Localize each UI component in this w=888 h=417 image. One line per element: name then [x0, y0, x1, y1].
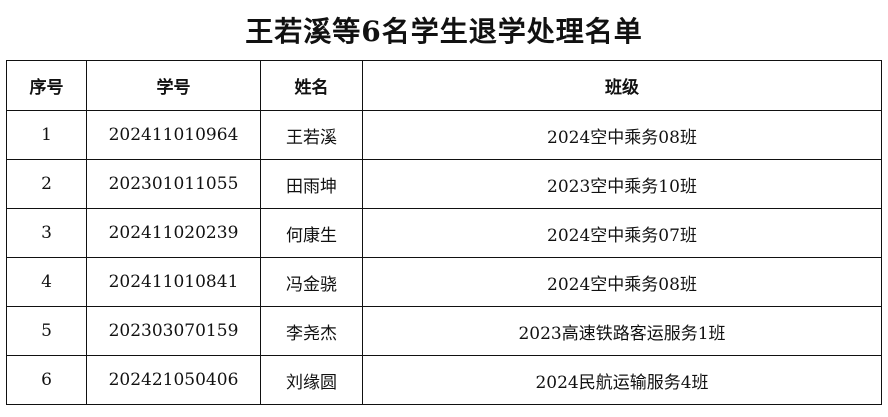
table-row: 1 202411010964 王若溪 2024空中乘务08班 [6, 110, 882, 160]
cell-class: 2023高速铁路客运服务1班 [362, 306, 882, 356]
cell-name: 李尧杰 [260, 306, 363, 356]
cell-name: 何康生 [260, 208, 363, 258]
table-row: 4 202411010841 冯金骁 2024空中乘务08班 [6, 257, 882, 307]
header-index: 序号 [6, 60, 87, 111]
table-row: 6 202421050406 刘缘圆 2024民航运输服务4班 [6, 355, 882, 405]
cell-name: 王若溪 [260, 110, 363, 160]
cell-class: 2023空中乘务10班 [362, 159, 882, 209]
cell-index: 2 [6, 159, 87, 209]
cell-class: 2024空中乘务08班 [362, 110, 882, 160]
cell-student-id: 202301011055 [86, 159, 261, 209]
cell-index: 3 [6, 208, 87, 258]
cell-index: 1 [6, 110, 87, 160]
document-title: 王若溪等6名学生退学处理名单 [245, 15, 643, 48]
cell-name: 冯金骁 [260, 257, 363, 307]
header-class: 班级 [362, 60, 882, 111]
table-row: 2 202301011055 田雨坤 2023空中乘务10班 [6, 159, 882, 209]
student-table: 序号 学号 姓名 班级 1 202411010964 王若溪 2024空中乘务08班 2… [6, 60, 882, 405]
cell-index: 5 [6, 306, 87, 356]
table-header-row: 序号 学号 姓名 班级 [6, 60, 882, 111]
cell-index: 4 [6, 257, 87, 307]
cell-student-id: 202411010964 [86, 110, 261, 160]
cell-student-id: 202303070159 [86, 306, 261, 356]
cell-student-id: 202411020239 [86, 208, 261, 258]
cell-index: 6 [6, 355, 87, 405]
cell-student-id: 202411010841 [86, 257, 261, 307]
cell-student-id: 202421050406 [86, 355, 261, 405]
cell-name: 田雨坤 [260, 159, 363, 209]
cell-class: 2024空中乘务07班 [362, 208, 882, 258]
table-row: 5 202303070159 李尧杰 2023高速铁路客运服务1班 [6, 306, 882, 356]
header-name: 姓名 [260, 60, 363, 111]
cell-name: 刘缘圆 [260, 355, 363, 405]
cell-class: 2024民航运输服务4班 [362, 355, 882, 405]
table-row: 3 202411020239 何康生 2024空中乘务07班 [6, 208, 882, 258]
header-student-id: 学号 [86, 60, 261, 111]
cell-class: 2024空中乘务08班 [362, 257, 882, 307]
